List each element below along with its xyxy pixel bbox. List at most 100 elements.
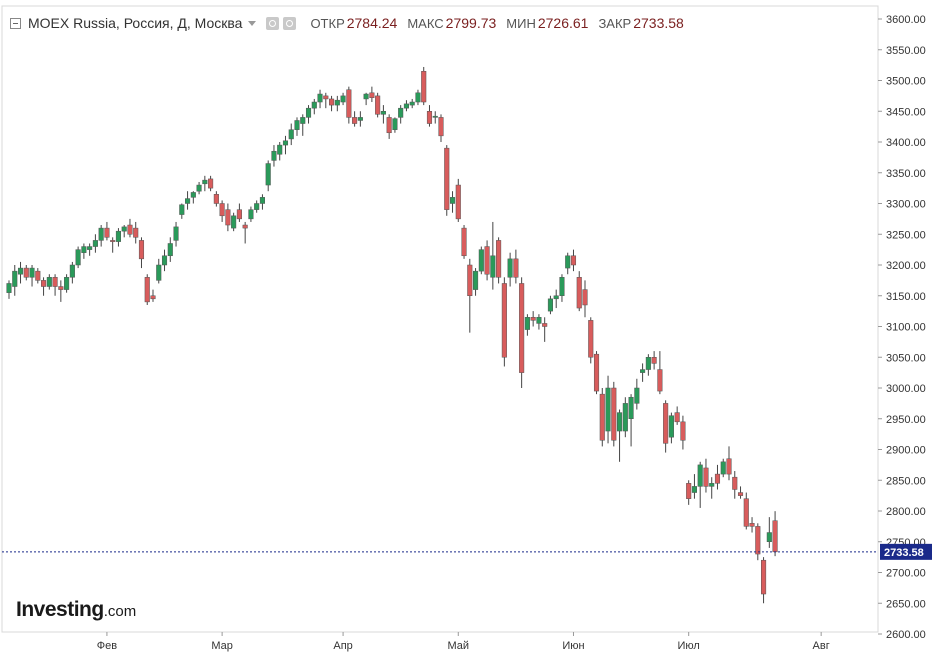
candle[interactable] (547, 295, 553, 315)
candle[interactable] (657, 351, 663, 395)
candle[interactable] (559, 274, 565, 302)
candle[interactable] (282, 135, 289, 155)
candle[interactable] (110, 237, 116, 253)
candle[interactable] (530, 311, 536, 327)
candle[interactable] (513, 249, 519, 284)
candle[interactable] (680, 415, 686, 450)
candle[interactable] (259, 194, 265, 210)
candle[interactable] (565, 252, 571, 275)
candle[interactable] (104, 221, 110, 241)
candle[interactable] (749, 517, 755, 533)
candle[interactable] (41, 277, 47, 296)
candle[interactable] (697, 461, 703, 508)
candle[interactable] (213, 191, 219, 207)
candle[interactable] (415, 89, 421, 106)
candle[interactable] (691, 474, 697, 499)
candle[interactable] (524, 314, 530, 336)
candle[interactable] (478, 246, 484, 275)
candle[interactable] (755, 523, 761, 561)
candle[interactable] (202, 175, 208, 192)
candle[interactable] (144, 274, 150, 305)
candle[interactable] (467, 258, 473, 333)
candle[interactable] (484, 240, 490, 281)
candle[interactable] (617, 409, 623, 462)
candle[interactable] (709, 477, 715, 499)
candle[interactable] (248, 206, 254, 222)
candle[interactable] (265, 160, 271, 192)
candle[interactable] (553, 289, 559, 309)
candle[interactable] (167, 237, 173, 262)
candle[interactable] (628, 394, 634, 447)
candle[interactable] (12, 265, 18, 296)
candle[interactable] (17, 261, 24, 284)
candle[interactable] (645, 354, 651, 376)
candle[interactable] (455, 178, 461, 222)
candle[interactable] (225, 203, 231, 232)
candle[interactable] (352, 111, 358, 127)
candle[interactable] (242, 221, 248, 244)
candle[interactable] (138, 237, 145, 269)
candle[interactable] (64, 274, 70, 293)
candle[interactable] (766, 517, 772, 548)
candle[interactable] (380, 105, 386, 124)
candle[interactable] (23, 265, 29, 281)
candle[interactable] (271, 145, 277, 167)
candle[interactable] (588, 317, 594, 364)
candle[interactable] (69, 261, 75, 284)
candle[interactable] (582, 280, 588, 318)
candle[interactable] (542, 317, 548, 342)
candle[interactable] (426, 105, 433, 127)
candle[interactable] (6, 280, 12, 299)
candle[interactable] (133, 221, 139, 244)
candle[interactable] (640, 363, 646, 382)
settings-icon[interactable] (266, 16, 280, 30)
candle[interactable] (703, 458, 709, 493)
candle[interactable] (346, 86, 352, 124)
candle[interactable] (369, 86, 375, 103)
candle[interactable] (317, 89, 323, 109)
candle[interactable] (651, 351, 657, 370)
candle[interactable] (714, 464, 721, 490)
candle[interactable] (490, 221, 496, 290)
gear-icon[interactable] (283, 16, 297, 30)
candle[interactable] (398, 105, 404, 124)
candle[interactable] (605, 375, 611, 444)
candle[interactable] (92, 234, 98, 253)
candle[interactable] (674, 406, 680, 425)
candle[interactable] (668, 412, 674, 444)
candle[interactable] (403, 100, 409, 112)
candle[interactable] (473, 268, 479, 296)
candle[interactable] (761, 557, 767, 604)
candle[interactable] (634, 378, 640, 410)
candle[interactable] (305, 105, 312, 124)
candle[interactable] (323, 92, 329, 109)
candle[interactable] (35, 268, 41, 284)
candle[interactable] (81, 243, 87, 259)
candle[interactable] (593, 351, 600, 395)
candle[interactable] (288, 123, 294, 146)
candle[interactable] (121, 225, 127, 238)
candle[interactable] (720, 458, 726, 478)
candle[interactable] (156, 258, 162, 284)
candle[interactable] (58, 280, 64, 302)
candle[interactable] (185, 191, 191, 210)
candle[interactable] (357, 111, 363, 127)
candle[interactable] (461, 225, 467, 259)
instrument-title[interactable]: MOEX Russia, Россия, Д, Москва (28, 15, 243, 31)
candle[interactable] (236, 203, 242, 222)
candle[interactable] (115, 228, 121, 247)
candle[interactable] (732, 471, 738, 499)
candle[interactable] (576, 271, 582, 312)
candle[interactable] (87, 243, 93, 256)
candle[interactable] (300, 114, 306, 136)
candle[interactable] (219, 200, 225, 222)
candle[interactable] (363, 92, 369, 106)
candle[interactable] (599, 388, 605, 447)
candle[interactable] (421, 66, 427, 106)
candle[interactable] (432, 111, 438, 124)
candle[interactable] (507, 252, 513, 287)
candle[interactable] (663, 400, 669, 453)
candle[interactable] (277, 142, 283, 161)
